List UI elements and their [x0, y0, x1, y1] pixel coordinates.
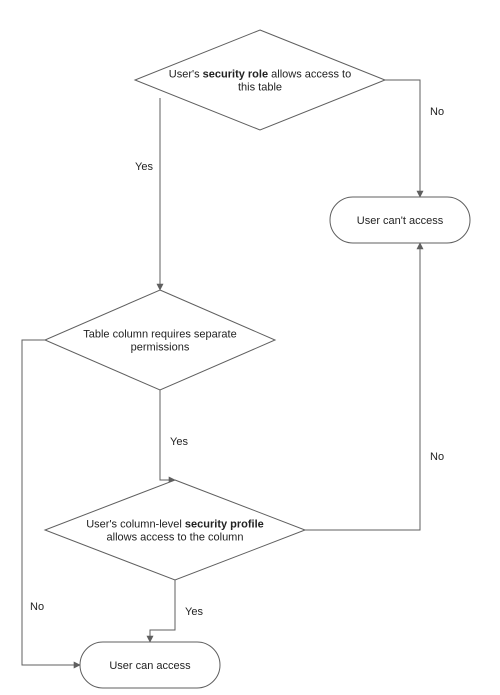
node-d3: User's column-level security profileallo…: [45, 480, 305, 580]
node-t2: User can access: [80, 642, 220, 688]
node-d3-line-1: allows access to the column: [107, 531, 244, 543]
node-d1: User's security role allows access tothi…: [135, 30, 385, 130]
node-d2-line-0: Table column requires separate: [83, 328, 236, 340]
node-d2-line-1: permissions: [131, 341, 190, 353]
node-t1-line-0: User can't access: [357, 215, 444, 227]
node-d3-line-0: User's column-level security profile: [86, 518, 264, 530]
edge-1: [385, 80, 420, 197]
node-t1: User can't access: [330, 197, 470, 243]
edge-label-1: No: [430, 106, 444, 118]
edge-label-2: Yes: [170, 436, 188, 448]
edge-label-5: No: [430, 451, 444, 463]
edge-label-4: Yes: [185, 606, 203, 618]
edge-5: [305, 243, 420, 530]
node-d2: Table column requires separatepermission…: [45, 290, 275, 390]
edge-3: [22, 340, 80, 665]
node-t2-line-0: User can access: [109, 660, 191, 672]
edge-4: [150, 580, 175, 642]
node-d1-line-1: this table: [238, 81, 282, 93]
edge-2: [160, 390, 175, 480]
flowchart-canvas: Yes No Yes No Yes No User's security role allo…: [0, 0, 500, 695]
edge-label-0: Yes: [135, 161, 153, 173]
edge-label-3: No: [30, 601, 44, 613]
node-d1-line-0: User's security role allows access to: [169, 68, 351, 80]
